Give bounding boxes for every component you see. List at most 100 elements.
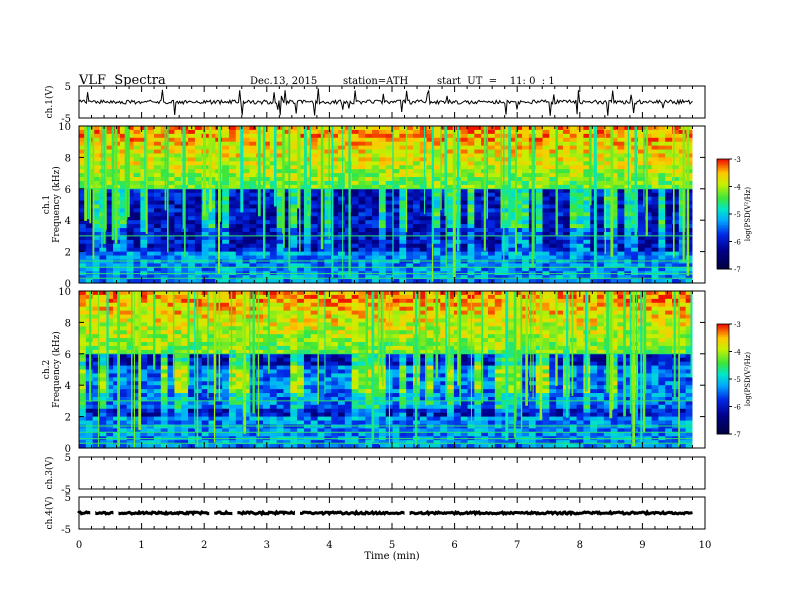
spectrogram-cell — [276, 259, 285, 264]
spectrogram-cell — [133, 306, 141, 312]
spectrogram-cell — [535, 161, 544, 166]
spectrogram-cell — [378, 137, 387, 143]
spectrogram-cell — [235, 349, 244, 355]
impulse-streak — [92, 126, 95, 260]
spectrogram-cell — [126, 338, 135, 343]
spectrogram-cell — [535, 208, 544, 213]
spectrogram-cell — [419, 129, 428, 135]
spectrogram-cell — [99, 404, 107, 410]
spectrogram-cell — [522, 141, 530, 147]
spectrogram-cell — [99, 432, 107, 437]
spectrogram-cell — [385, 208, 394, 213]
spectrogram-cell — [644, 251, 653, 257]
spectrogram-cell — [617, 208, 625, 213]
spectrogram-cell — [583, 228, 591, 233]
spectrogram-cell — [269, 196, 278, 202]
spectrogram-cell — [406, 169, 414, 174]
spectrogram-cell — [208, 267, 216, 272]
spectrogram-cell — [235, 129, 244, 135]
spectrogram-cell — [208, 220, 216, 225]
spectrogram-cell — [133, 228, 141, 233]
spectrogram-cell — [549, 235, 557, 241]
spectrogram-cell — [474, 137, 482, 143]
spectrogram-cell — [167, 220, 176, 225]
spectrogram-cell — [651, 263, 659, 268]
spectrogram-cell — [228, 306, 237, 312]
spectrogram-cell — [140, 153, 148, 158]
spectrogram-cell — [263, 173, 271, 178]
spectrogram-cell — [617, 126, 625, 131]
spectrogram-cell — [665, 149, 673, 155]
spectrogram-cell — [324, 279, 332, 284]
spectrogram-cell — [358, 157, 366, 162]
spectrogram-cell — [603, 243, 612, 249]
spectrogram-cell — [181, 342, 189, 347]
spectrogram-cell — [297, 251, 305, 257]
spectrogram-cell — [79, 306, 87, 312]
spectrogram-cell — [283, 275, 291, 280]
spectrogram-cell — [133, 251, 141, 257]
spectrogram-cell — [263, 338, 271, 343]
spectrogram-cell — [188, 428, 196, 433]
spectrogram-cell — [303, 137, 312, 143]
y-tick-label: 0 — [65, 279, 71, 290]
spectrogram-cell — [167, 314, 176, 320]
spectrogram-cell — [583, 177, 591, 182]
spectrogram-cell — [194, 180, 203, 186]
spectrogram-cell — [181, 432, 189, 437]
spectrogram-cell — [133, 216, 141, 221]
spectrogram-cell — [515, 157, 523, 162]
spectrogram-cell — [610, 239, 619, 245]
spectrogram-cell — [126, 129, 135, 135]
spectrogram-cell — [399, 200, 407, 206]
spectrogram-cell — [167, 267, 176, 272]
spectrogram-cell — [188, 243, 196, 249]
spectrogram-cell — [549, 137, 557, 143]
spectrogram-cell — [419, 161, 428, 166]
spectrogram-cell — [79, 216, 87, 221]
spectrogram-cell — [637, 169, 646, 174]
spectrogram-cell — [651, 129, 659, 135]
spectrogram-cell — [310, 228, 319, 233]
spectrogram-cell — [194, 365, 203, 371]
spectrogram-cell — [126, 200, 135, 206]
spectrogram-cell — [474, 216, 482, 221]
spectrogram-cell — [610, 200, 619, 206]
spectrogram-cell — [201, 326, 210, 331]
spectrogram-cell — [583, 212, 591, 217]
spectrogram-cell — [372, 216, 380, 221]
spectrogram-cell — [249, 440, 257, 445]
spectrogram-cell — [440, 149, 448, 155]
spectrogram-cell — [79, 444, 87, 449]
spectrogram-cell — [194, 212, 203, 217]
spectrogram-cell — [133, 279, 141, 284]
spectrogram-cell — [188, 302, 196, 308]
spectrogram-cell — [208, 404, 216, 410]
spectrogram-cell — [385, 228, 394, 233]
spectrogram-cell — [685, 228, 694, 233]
spectrogram-cell — [215, 412, 223, 418]
spectrogram-cell — [79, 251, 87, 257]
spectrogram-cell — [140, 228, 148, 233]
spectrogram-cell — [269, 393, 278, 398]
spectrogram-cell — [242, 393, 251, 398]
spectrogram-cell — [85, 400, 94, 406]
spectrogram-cell — [269, 149, 278, 155]
spectrogram-cell — [188, 326, 196, 331]
spectrogram-cell — [542, 231, 550, 237]
spectrogram-cell — [228, 404, 237, 410]
spectrogram-cell — [637, 200, 646, 206]
spectrogram-cell — [79, 349, 87, 355]
spectrogram-cell — [658, 177, 666, 182]
spectrogram-cell — [508, 173, 516, 178]
spectrogram-cell — [269, 400, 278, 406]
spectrogram-cell — [310, 196, 319, 202]
spectrogram-cell — [385, 149, 394, 155]
spectrogram-cell — [487, 228, 496, 233]
spectrogram-cell — [358, 184, 366, 190]
spectrogram-cell — [549, 200, 557, 206]
spectrogram-cell — [263, 302, 271, 308]
spectrogram-cell — [351, 169, 360, 174]
spectrogram-cell — [365, 247, 373, 253]
spectrogram-cell — [385, 129, 394, 135]
